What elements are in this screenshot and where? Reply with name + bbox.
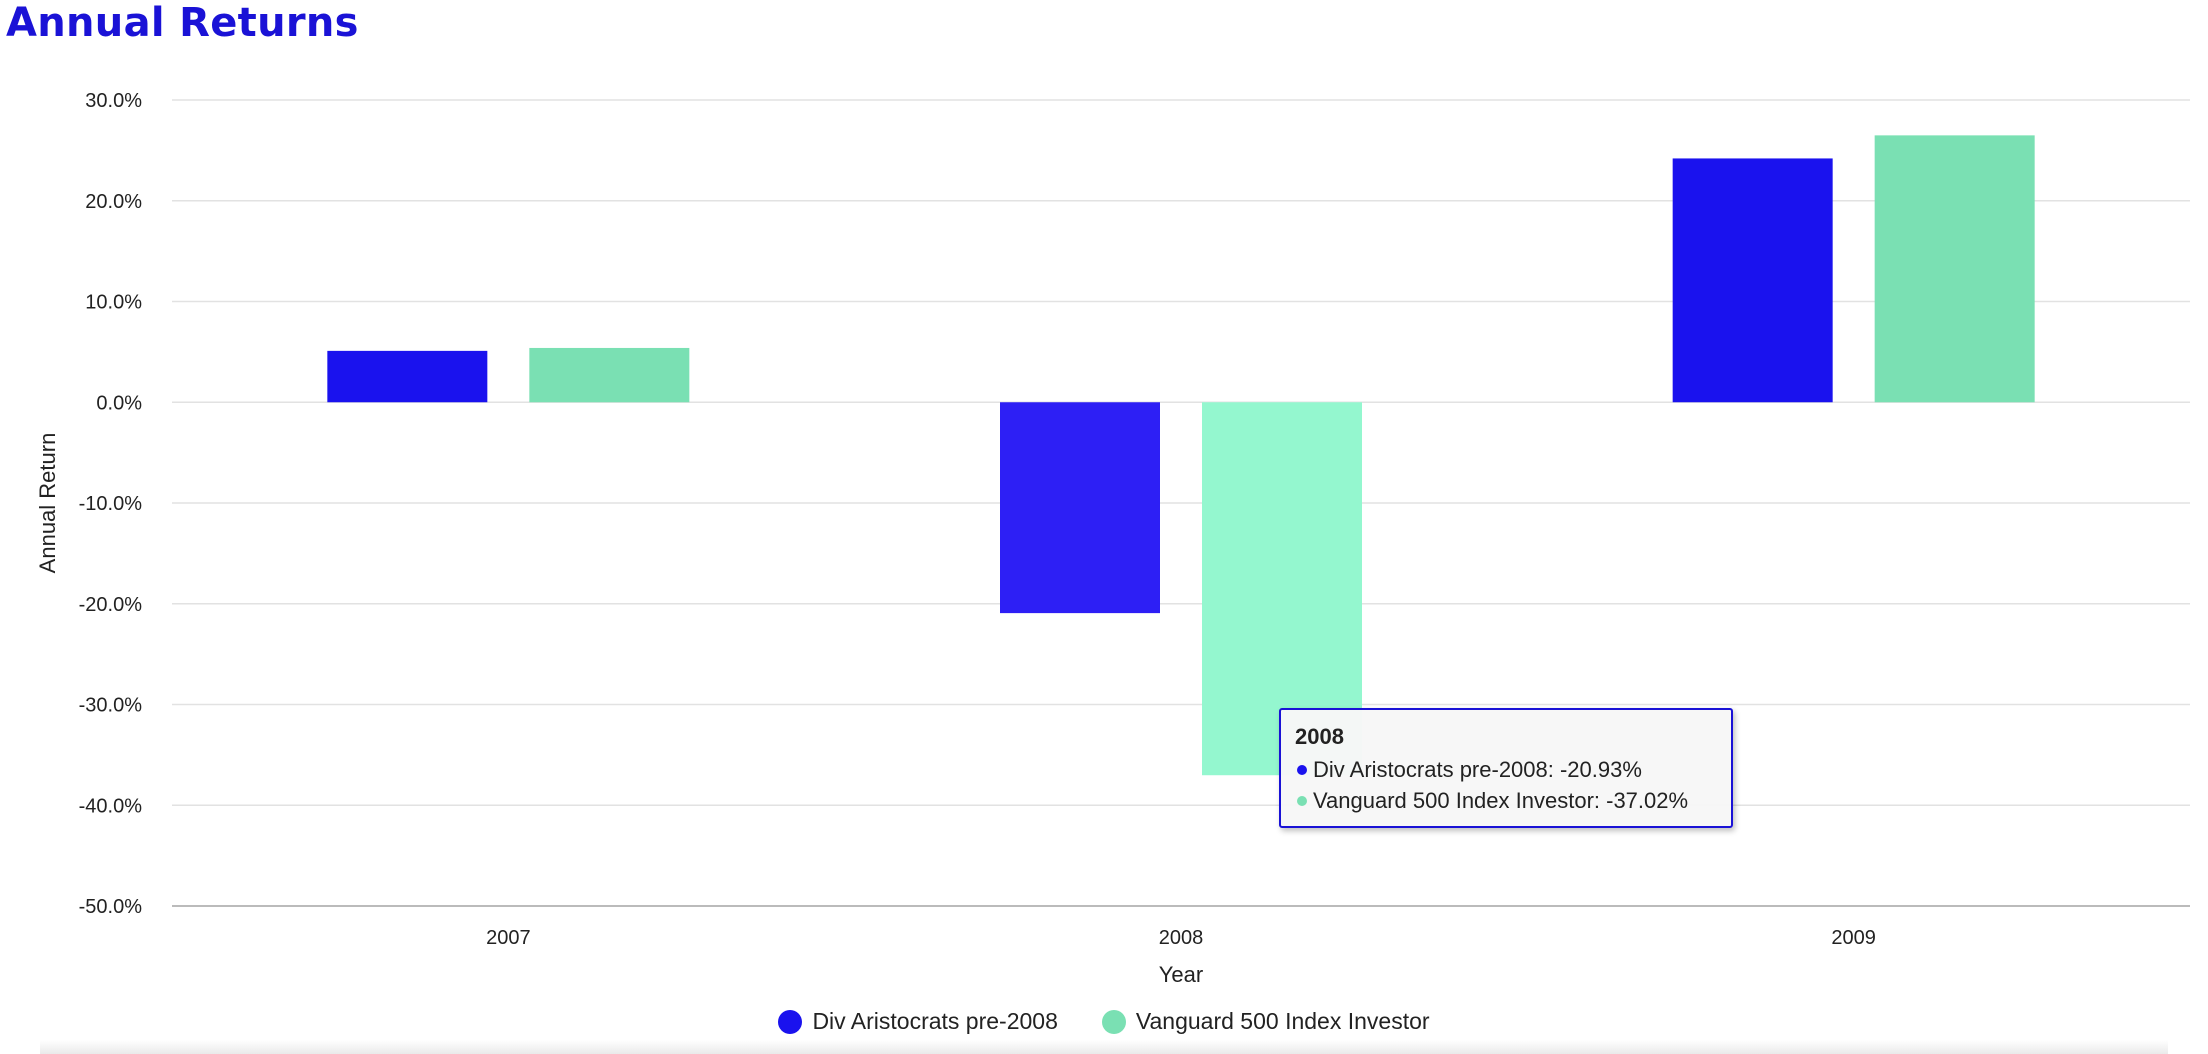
- tooltip-title: 2008: [1295, 724, 1344, 749]
- y-tick-label: 0.0%: [96, 392, 142, 414]
- tooltip-series-dot: [1297, 764, 1307, 775]
- x-tick-label: 2009: [1831, 927, 1876, 949]
- bar-2009-series-1[interactable]: [1874, 135, 2035, 403]
- tooltip-row: Vanguard 500 Index Investor: -37.02%: [1295, 785, 1717, 816]
- bar-2007-series-1[interactable]: [529, 347, 690, 403]
- legend-item-div-aristocrats[interactable]: Div Aristocrats pre-2008: [778, 1008, 1058, 1035]
- y-tick-label: -40.0%: [79, 795, 143, 817]
- x-axis-title: Year: [1159, 962, 1203, 987]
- bar-2009-series-0[interactable]: [1672, 158, 1833, 403]
- bar-2007-series-0[interactable]: [327, 350, 488, 403]
- legend-marker: [778, 1009, 803, 1034]
- y-tick-label: -50.0%: [79, 896, 143, 918]
- x-tick-label: 2007: [486, 927, 531, 949]
- bar-2008-series-0[interactable]: [1000, 402, 1160, 614]
- y-tick-label: -30.0%: [79, 695, 143, 717]
- y-tick-label: 20.0%: [85, 191, 142, 213]
- tooltip: 2008 Div Aristocrats pre-2008: -20.93% V…: [1279, 708, 1733, 828]
- tooltip-row-text: Div Aristocrats pre-2008: -20.93%: [1313, 757, 1642, 782]
- tooltip-row-text: Vanguard 500 Index Investor: -37.02%: [1313, 788, 1689, 813]
- bottom-shadow: [40, 1040, 2168, 1054]
- chart-title: Annual Returns: [6, 0, 359, 46]
- gridlines: [172, 99, 2190, 907]
- y-tick-label: 30.0%: [85, 90, 142, 112]
- legend-marker: [1101, 1009, 1126, 1034]
- legend-item-vanguard-500[interactable]: Vanguard 500 Index Investor: [1101, 1008, 1430, 1035]
- y-axis-title: Annual Return: [35, 433, 60, 574]
- bars: [327, 135, 2035, 776]
- tooltip-series-dot: [1297, 795, 1307, 806]
- y-tick-label: -10.0%: [79, 493, 143, 515]
- legend-label: Vanguard 500 Index Investor: [1135, 1008, 1430, 1034]
- tooltip-row: Div Aristocrats pre-2008: -20.93%: [1295, 754, 1717, 785]
- y-axis-ticks: 30.0% 20.0% 10.0% 0.0% -10.0% -20.0% -30.0% -40…: [79, 90, 143, 918]
- legend: Div Aristocrats pre-2008 Vanguard 500 In…: [0, 1008, 2208, 1035]
- y-tick-label: -20.0%: [79, 594, 143, 616]
- legend-label: Div Aristocrats pre-2008: [812, 1008, 1058, 1034]
- y-tick-label: 10.0%: [85, 292, 142, 314]
- x-axis-ticks: 2007 2008 2009: [486, 927, 1876, 949]
- x-tick-label: 2008: [1159, 927, 1204, 949]
